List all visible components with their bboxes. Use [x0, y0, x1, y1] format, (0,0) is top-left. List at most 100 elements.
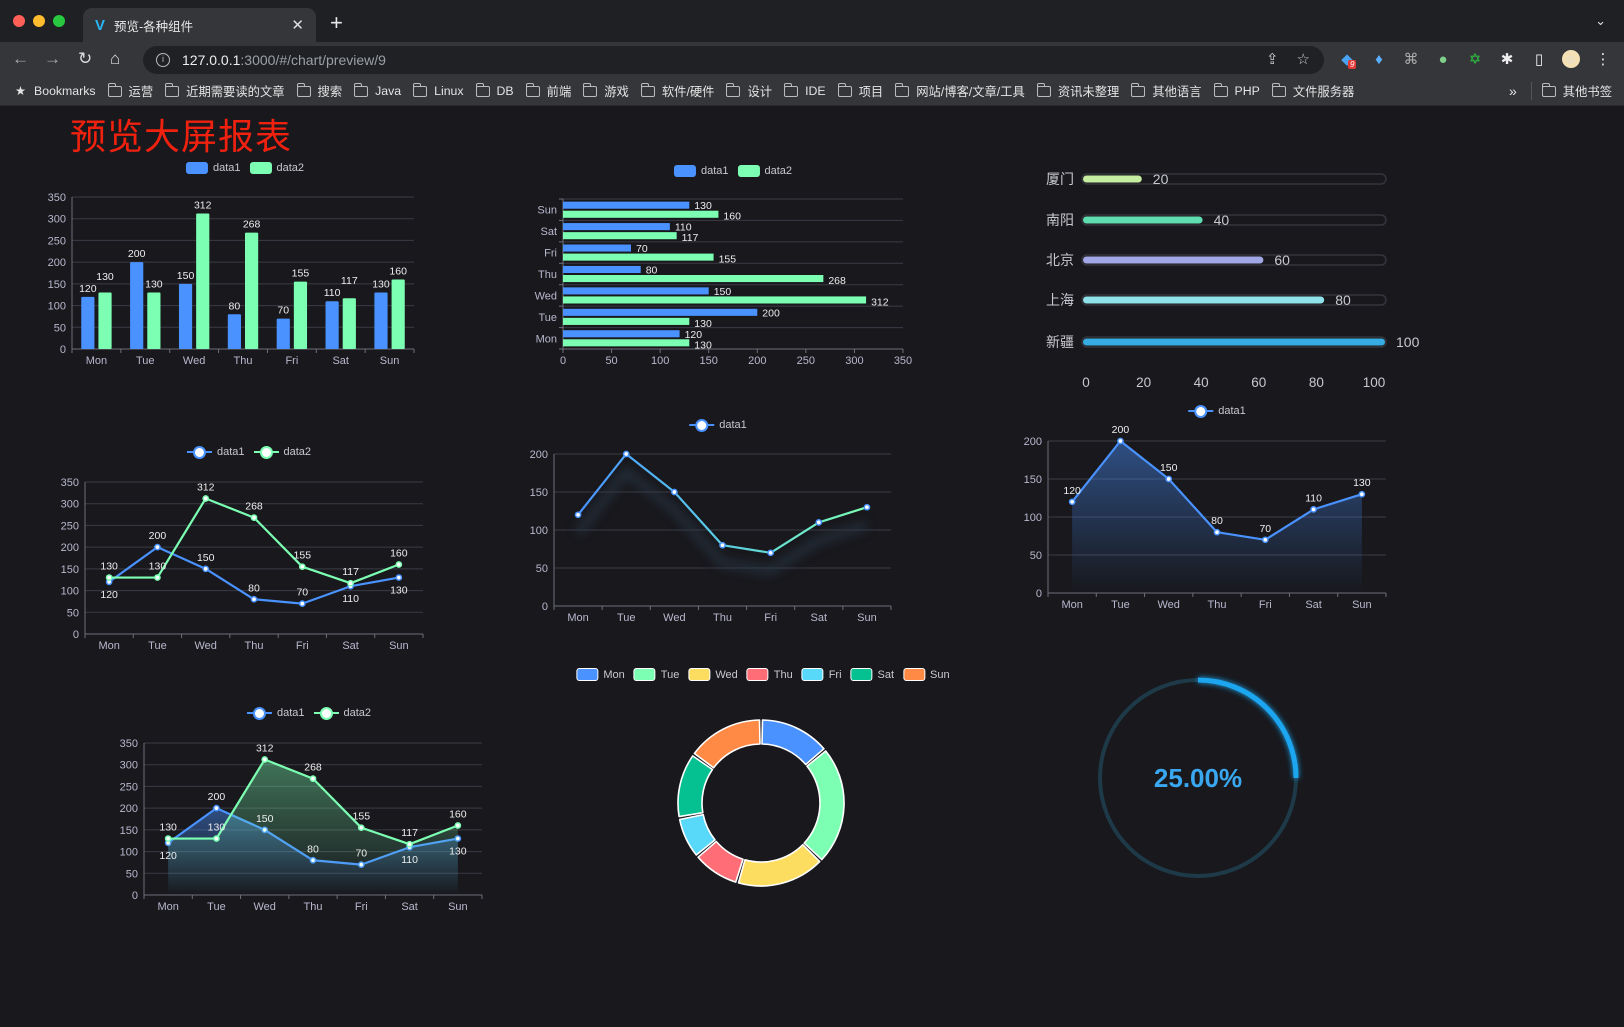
reload-icon[interactable]: ↻	[78, 49, 93, 68]
data-point	[202, 495, 210, 502]
star-extension-icon[interactable]: ✡	[1468, 51, 1482, 68]
bookmark-folder[interactable]: 运营	[107, 82, 153, 100]
legend-item[interactable]: Tue	[633, 668, 679, 681]
legend-item[interactable]: data2	[249, 162, 304, 174]
bookmark-folder-label: 其他语言	[1152, 85, 1202, 99]
legend-item[interactable]: data1	[246, 707, 305, 720]
bookmark-folder[interactable]: 其他语言	[1131, 82, 1202, 100]
menu-icon[interactable]: ⋮	[1595, 51, 1611, 68]
data-point	[1358, 490, 1366, 498]
legend-item[interactable]: Fri	[801, 668, 842, 681]
bookmark-folder-label: IDE	[805, 84, 826, 98]
data-label: 200	[128, 248, 146, 260]
new-tab-button[interactable]: +	[330, 10, 343, 35]
window-controls	[13, 15, 65, 27]
bar	[563, 330, 680, 338]
folder-icon	[475, 82, 490, 97]
legend-item[interactable]: data2	[253, 446, 311, 459]
extension-icon[interactable]: ◆ 9	[1341, 51, 1357, 69]
data-point	[105, 574, 113, 581]
folder-icon	[1271, 82, 1286, 97]
bookmark-star-icon[interactable]: ☆	[1296, 51, 1310, 68]
browser-tab[interactable]: V 预览-各种组件 ✕	[83, 8, 316, 42]
bookmark-folder[interactable]: 搜索	[296, 82, 342, 100]
legend-item[interactable]: Thu	[746, 668, 793, 681]
legend-item[interactable]: Wed	[688, 668, 738, 681]
legend-item[interactable]: Mon	[576, 668, 625, 681]
close-tab-icon[interactable]: ✕	[291, 17, 304, 34]
folder-icon	[895, 82, 910, 97]
bar-chart: 0 50 100 150 200 250 300 350 Mon Tue Wed Thu Fri Sat S…	[48, 192, 415, 367]
data-label: 80	[646, 265, 658, 277]
bookmark-folder[interactable]: 网站/博客/文章/工具	[895, 82, 1025, 100]
bookmark-folder[interactable]: PHP	[1213, 82, 1260, 100]
legend-item[interactable]: Sat	[850, 668, 895, 681]
x-tick-label: 50	[605, 355, 617, 367]
circle-extension-icon[interactable]: ●	[1438, 50, 1448, 68]
share-icon[interactable]: ⇪	[1265, 51, 1279, 68]
puzzle-icon[interactable]: ✱	[1500, 51, 1514, 68]
legend-item[interactable]: data2	[737, 165, 792, 177]
legend-line-marker-icon	[313, 707, 339, 720]
bookmark-folder[interactable]: 文件服务器	[1271, 82, 1354, 100]
data-label: 110	[324, 287, 341, 299]
bookmark-folder[interactable]: 设计	[726, 82, 772, 100]
site-info-icon[interactable]: i	[156, 53, 170, 67]
maximize-window-button[interactable]	[53, 15, 65, 27]
legend-item[interactable]: data1	[673, 165, 729, 177]
gem-extension-icon[interactable]: ♦	[1375, 50, 1383, 68]
bookmark-folder[interactable]: 项目	[837, 82, 883, 100]
legend-item[interactable]: data1	[1188, 405, 1246, 418]
side-panel-icon[interactable]: ▯	[1534, 51, 1544, 68]
close-window-button[interactable]	[13, 15, 25, 27]
minimize-window-button[interactable]	[33, 15, 45, 27]
legend-item[interactable]: data1	[186, 446, 245, 459]
bar	[563, 287, 709, 295]
bar	[196, 213, 210, 349]
legend-label: Sat	[877, 668, 895, 681]
bookmark-folder[interactable]: 游戏	[583, 82, 629, 100]
legend-item[interactable]: data1	[185, 162, 241, 174]
x-tick-label: Thu	[304, 901, 323, 913]
avatar[interactable]: ☺	[1562, 50, 1580, 68]
bar	[563, 201, 690, 209]
data-label: 130	[96, 271, 114, 283]
legend-item[interactable]: data1	[689, 419, 747, 432]
x-tick-label: Thu	[245, 640, 264, 652]
bookmark-folder[interactable]: 近期需要读的文章	[165, 82, 285, 100]
bookmarks-button[interactable]: ★ Bookmarks	[15, 84, 96, 98]
bookmark-folder[interactable]: DB	[475, 82, 514, 100]
data-label: 110	[342, 593, 359, 605]
data-label: 160	[449, 809, 467, 821]
y-tick-label: 150	[120, 825, 138, 837]
x-tick-label: Wed	[254, 901, 276, 913]
data-label: 155	[292, 268, 310, 280]
legend-item[interactable]: data2	[313, 707, 371, 720]
x-tick-label: Sun	[448, 901, 468, 913]
area-chart: 0 50 100 150 200 Mon Tue Wed Thu Fri Sat Sun 120 200 1…	[1024, 424, 1387, 611]
tab-search-chevron-icon[interactable]: ⌄	[1595, 13, 1606, 28]
folder-icon	[1541, 82, 1556, 97]
bookmark-folder[interactable]: 前端	[525, 82, 571, 100]
command-extension-icon[interactable]: ⌘	[1403, 51, 1419, 68]
area-chart-two-series: 0 50 100 150 200 250 300 350 Mon Tue Wed Thu Fri Sat S…	[120, 738, 483, 913]
home-icon[interactable]: ⌂	[110, 49, 121, 68]
data-label: 130	[100, 561, 118, 573]
bookmark-folder[interactable]: Linux	[413, 82, 464, 100]
back-icon[interactable]: ←	[12, 49, 29, 68]
bookmark-folder[interactable]: Java	[354, 82, 401, 100]
y-tick-label: 200	[61, 542, 79, 554]
bookmark-folder[interactable]: IDE	[784, 82, 826, 100]
legend-swatch-icon	[850, 668, 873, 681]
bookmark-folder[interactable]: 软件/硬件	[640, 82, 714, 100]
forward-icon[interactable]: →	[44, 49, 61, 68]
more-bookmarks-button[interactable]: »	[1509, 83, 1517, 99]
bookmark-folder[interactable]: 资讯未整理	[1036, 82, 1119, 100]
x-tick-label: Wed	[183, 355, 205, 367]
legend-item[interactable]: Sun	[903, 668, 950, 681]
other-bookmarks-folder[interactable]: 其他书签	[1530, 82, 1612, 100]
chart-legend: data1	[1188, 405, 1246, 418]
tab-title: 预览-各种组件	[114, 19, 194, 34]
address-bar[interactable]: i 127.0.0.1:3000/#/chart/preview/9 ⇪ ☆	[143, 46, 1324, 74]
data-label: 130	[159, 822, 177, 834]
